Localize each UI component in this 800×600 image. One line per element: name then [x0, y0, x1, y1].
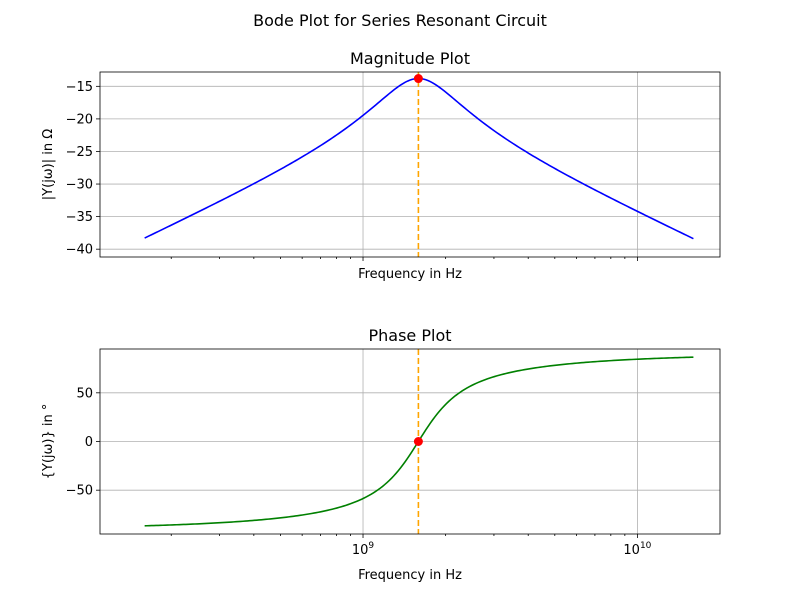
magnitude-axes-frame	[99, 71, 721, 258]
magnitude-resonance-point	[413, 74, 423, 84]
phase-y-tick-label: 0	[85, 435, 93, 450]
magnitude-y-tick-label: −15	[66, 80, 93, 95]
magnitude-y-tick-label: −20	[66, 112, 93, 127]
magnitude-y-axis-label: |Y(jω)| in Ω	[41, 129, 56, 200]
magnitude-plot-title: Magnitude Plot	[350, 49, 470, 68]
figure-title: Bode Plot for Series Resonant Circuit	[253, 11, 547, 30]
phase-x-tick-label: 109	[352, 541, 375, 558]
magnitude-y-tick-label: −40	[66, 243, 93, 258]
magnitude-plot: −40 −35 −30 −25 −20 −15 Magnitude Plot Frequenc…	[41, 49, 721, 282]
magnitude-y-tick-label: −35	[66, 210, 93, 225]
phase-y-tick-label: 50	[76, 386, 93, 401]
phase-plot-title: Phase Plot	[368, 326, 451, 345]
magnitude-y-tick-label: −25	[66, 145, 93, 160]
magnitude-y-tick-label: −30	[66, 178, 93, 193]
phase-y-tick-label: −50	[66, 484, 93, 499]
phase-y-axis-label: {Y(jω)} in °	[41, 404, 56, 480]
phase-x-tick-label: 1010	[623, 541, 651, 558]
phase-x-axis-label: Frequency in Hz	[358, 568, 462, 583]
phase-plot: −50 0 50 109 1010 Phase Plot Frequency in Hz {Y…	[41, 326, 721, 583]
magnitude-x-axis-label: Frequency in Hz	[358, 267, 462, 282]
phase-resonance-point	[413, 437, 423, 446]
